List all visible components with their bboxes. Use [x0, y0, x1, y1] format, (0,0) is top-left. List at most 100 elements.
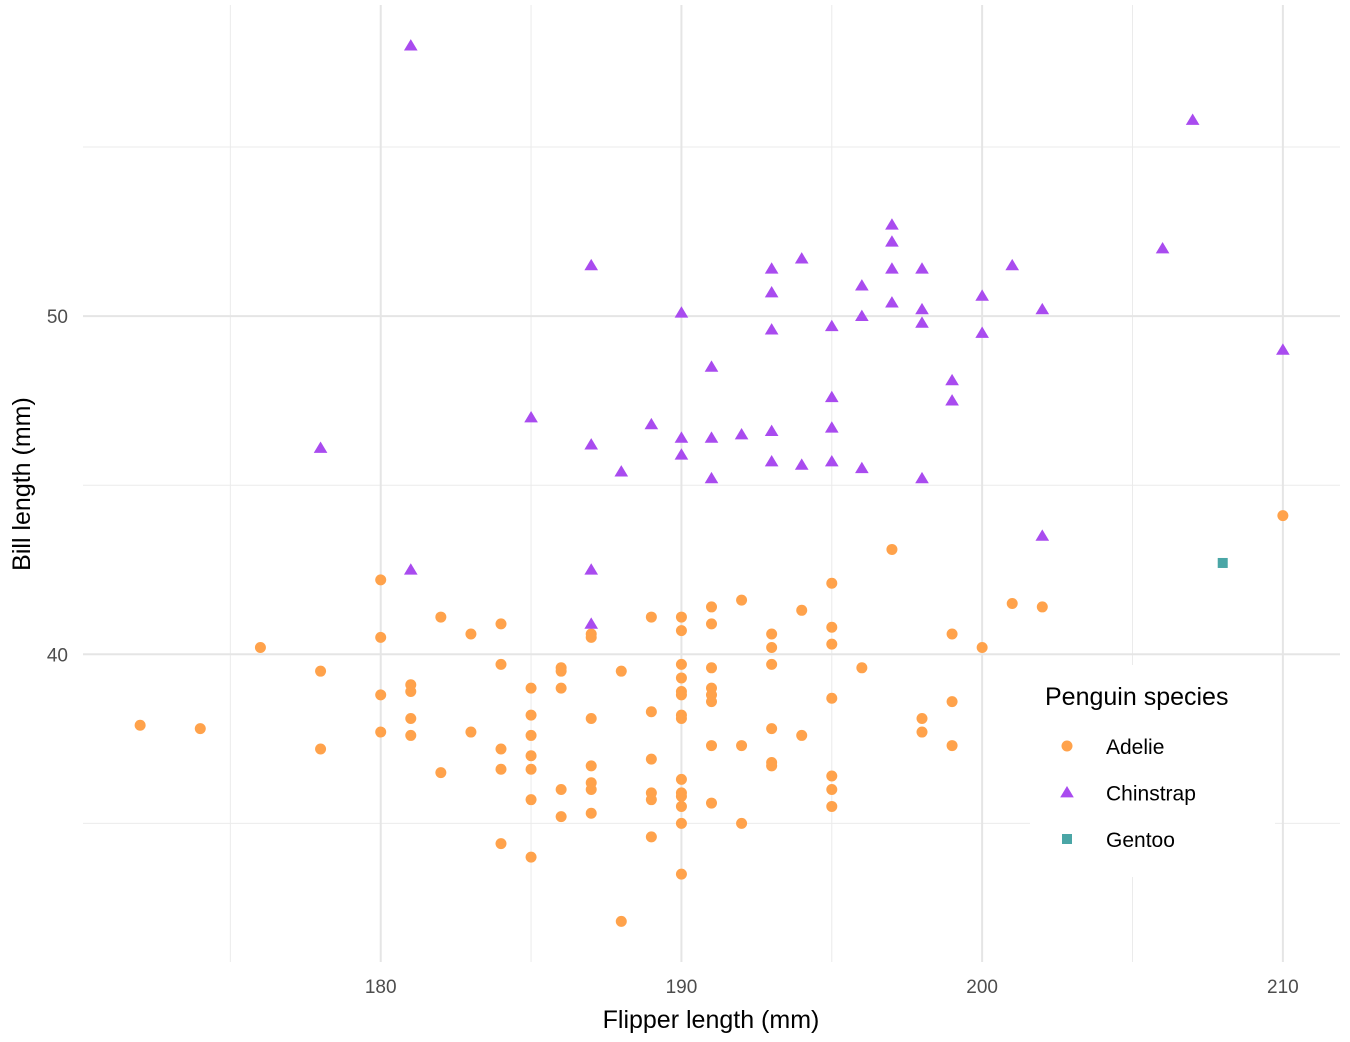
- y-tick-label: 50: [47, 307, 68, 328]
- adelie-point: [435, 767, 447, 779]
- chinstrap-point: [524, 411, 538, 423]
- x-tick-label: 190: [666, 977, 698, 998]
- x-tick-label: 200: [966, 977, 998, 998]
- chinstrap-point: [764, 285, 779, 298]
- chinstrap-point: [794, 252, 809, 264]
- adelie-point: [194, 723, 206, 735]
- adelie-point: [525, 763, 537, 775]
- adelie-point: [706, 662, 717, 674]
- chinstrap-point: [584, 438, 599, 450]
- adelie-point: [826, 577, 838, 589]
- adelie-point: [405, 729, 417, 741]
- adelie-point: [736, 817, 748, 829]
- adelie-point: [736, 740, 748, 752]
- chinstrap-point: [885, 262, 899, 274]
- chinstrap-point: [764, 455, 779, 467]
- adelie-point: [675, 672, 687, 684]
- gentoo-point: [1217, 557, 1228, 568]
- adelie-point: [375, 631, 387, 643]
- adelie-point: [675, 790, 687, 802]
- adelie-point: [585, 807, 597, 819]
- chinstrap-point: [915, 262, 929, 274]
- adelie-point: [826, 784, 838, 796]
- adelie-point: [826, 800, 838, 812]
- adelie-point: [134, 719, 146, 731]
- y-axis-ticks: 40 50: [47, 307, 68, 666]
- chinstrap-point: [794, 458, 809, 470]
- adelie-point: [465, 628, 477, 640]
- adelie-point: [675, 713, 687, 725]
- adelie-point: [856, 662, 868, 674]
- adelie-point: [315, 665, 327, 677]
- chinstrap-point: [403, 39, 418, 51]
- adelie-point: [555, 784, 567, 796]
- x-axis-label: Flipper length (mm): [603, 1006, 820, 1034]
- adelie-point: [826, 770, 838, 782]
- adelie-point: [435, 611, 447, 623]
- chinstrap-point: [945, 394, 959, 406]
- chinstrap-point: [1005, 258, 1020, 271]
- adelie-point: [375, 689, 387, 701]
- chinstrap-point: [1035, 529, 1050, 541]
- chinstrap-point: [313, 441, 328, 453]
- chinstrap-point: [764, 262, 779, 274]
- x-tick-label: 180: [365, 977, 397, 998]
- adelie-point: [254, 642, 266, 654]
- adelie-point: [465, 726, 477, 738]
- adelie-point: [645, 794, 657, 806]
- adelie-point: [736, 594, 748, 606]
- adelie-point: [675, 689, 687, 701]
- chinstrap-point: [1035, 302, 1050, 315]
- adelie-point: [766, 658, 778, 670]
- chinstrap-point: [584, 258, 599, 271]
- adelie-point: [645, 611, 657, 623]
- adelie-point: [585, 713, 597, 725]
- adelie-point: [585, 631, 597, 643]
- adelie-point: [766, 642, 778, 654]
- legend-title: Penguin species: [1045, 683, 1228, 711]
- chinstrap-point: [1185, 113, 1200, 125]
- adelie-point: [826, 692, 838, 704]
- adelie-point: [706, 740, 717, 752]
- chinstrap-point: [403, 563, 418, 575]
- adelie-point: [946, 628, 958, 640]
- adelie-point: [495, 763, 507, 775]
- chinstrap-point: [824, 319, 839, 332]
- adelie-point: [766, 760, 778, 772]
- adelie-point: [645, 831, 657, 843]
- chinstrap-point: [1276, 343, 1290, 355]
- legend-key-chinstrap: [1060, 786, 1074, 798]
- legend-key-gentoo: [1062, 834, 1072, 844]
- adelie-point: [555, 665, 567, 677]
- legend: Penguin species Adelie Chinstrap Gentoo: [1030, 665, 1275, 877]
- adelie-point: [826, 638, 838, 650]
- chinstrap-point: [915, 316, 929, 328]
- adelie-point: [976, 642, 988, 654]
- legend-label-gentoo: Gentoo: [1106, 829, 1175, 852]
- adelie-point: [886, 543, 898, 555]
- chinstrap-point: [674, 306, 689, 318]
- adelie-point: [495, 838, 507, 850]
- chinstrap-point: [584, 563, 599, 575]
- chinstrap-point: [584, 617, 599, 629]
- chinstrap-point: [1155, 241, 1170, 254]
- adelie-point: [525, 750, 537, 762]
- adelie-point: [916, 726, 928, 738]
- chinstrap-point: [704, 360, 719, 372]
- chinstrap-point: [644, 417, 659, 430]
- chinstrap-point: [674, 448, 689, 460]
- adelie-point: [796, 729, 808, 741]
- adelie-point: [375, 574, 387, 586]
- y-tick-label: 40: [47, 645, 68, 666]
- adelie-point: [495, 618, 507, 630]
- adelie-point: [675, 625, 687, 637]
- chinstrap-point: [824, 455, 839, 467]
- adelie-point: [675, 773, 687, 785]
- chinstrap-point: [885, 296, 899, 308]
- grid: [83, 5, 1340, 962]
- adelie-point: [1036, 601, 1048, 613]
- adelie-point: [375, 726, 387, 738]
- adelie-point: [946, 696, 958, 708]
- chinstrap-point: [614, 465, 629, 477]
